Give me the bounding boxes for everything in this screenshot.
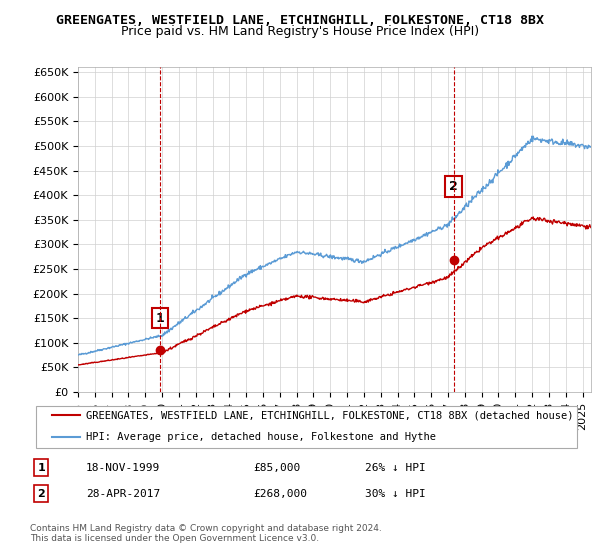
Text: 1: 1: [156, 312, 164, 325]
Text: Price paid vs. HM Land Registry's House Price Index (HPI): Price paid vs. HM Land Registry's House …: [121, 25, 479, 38]
Text: £268,000: £268,000: [253, 488, 307, 498]
Text: 1: 1: [37, 463, 45, 473]
Text: 26% ↓ HPI: 26% ↓ HPI: [365, 463, 425, 473]
Text: GREENGATES, WESTFIELD LANE, ETCHINGHILL, FOLKESTONE, CT18 8BX (detached house): GREENGATES, WESTFIELD LANE, ETCHINGHILL,…: [86, 410, 574, 420]
Text: £85,000: £85,000: [253, 463, 301, 473]
Text: 2: 2: [37, 488, 45, 498]
FancyBboxPatch shape: [35, 405, 577, 449]
Text: 30% ↓ HPI: 30% ↓ HPI: [365, 488, 425, 498]
Text: HPI: Average price, detached house, Folkestone and Hythe: HPI: Average price, detached house, Folk…: [86, 432, 436, 441]
Text: GREENGATES, WESTFIELD LANE, ETCHINGHILL, FOLKESTONE, CT18 8BX: GREENGATES, WESTFIELD LANE, ETCHINGHILL,…: [56, 14, 544, 27]
Text: 2: 2: [449, 180, 458, 193]
Text: 28-APR-2017: 28-APR-2017: [86, 488, 160, 498]
Text: 18-NOV-1999: 18-NOV-1999: [86, 463, 160, 473]
Text: Contains HM Land Registry data © Crown copyright and database right 2024.
This d: Contains HM Land Registry data © Crown c…: [30, 524, 382, 543]
